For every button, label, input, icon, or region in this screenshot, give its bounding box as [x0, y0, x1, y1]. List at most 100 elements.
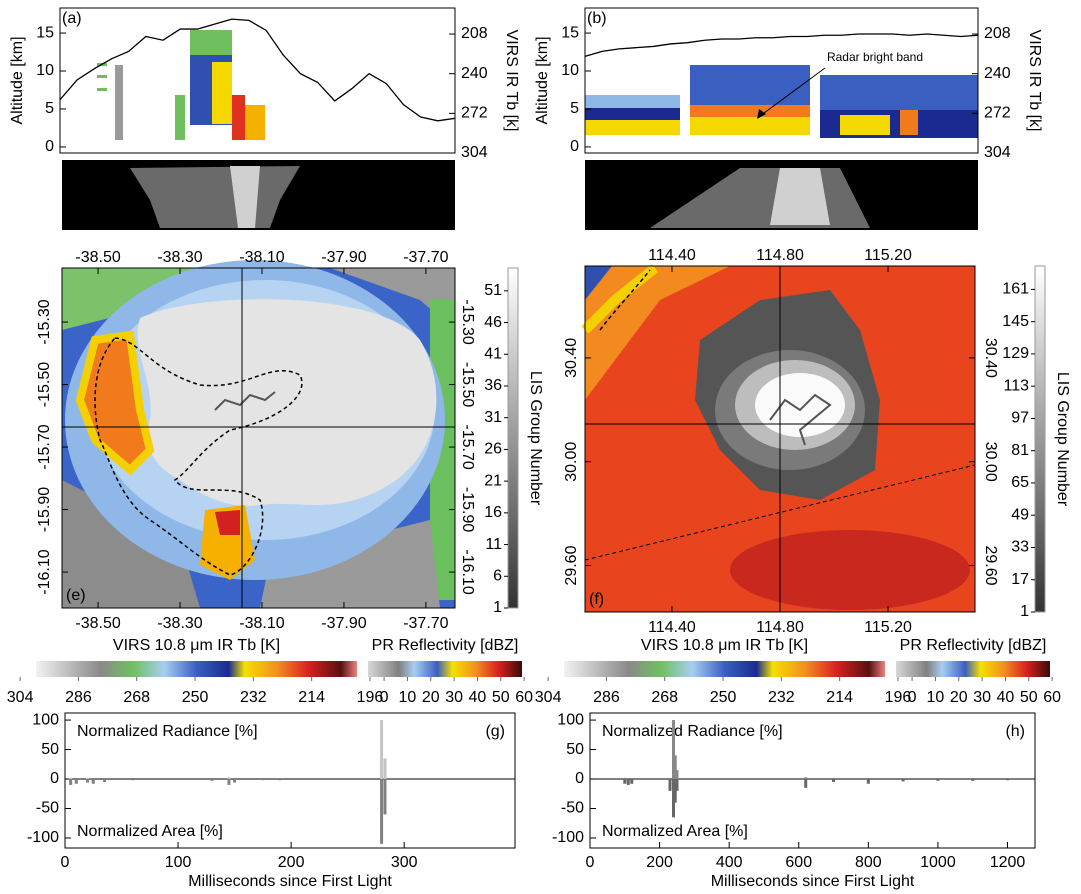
- x-tick-label: -37.70: [403, 615, 448, 632]
- radar-cell: [900, 110, 918, 135]
- x-tick-label: 10: [399, 689, 417, 706]
- radar-cell: [97, 88, 107, 91]
- panel-label: (e): [66, 587, 86, 604]
- bar: [131, 779, 135, 781]
- panel-label: (f): [589, 591, 604, 608]
- bar: [227, 779, 231, 785]
- z-axis-label: LIS Group Number: [1054, 372, 1071, 507]
- x-tick-label: -38.50: [75, 249, 120, 266]
- map-region: [215, 510, 240, 535]
- strip-signal: [770, 168, 830, 225]
- y2-tick-label: 304: [984, 144, 1011, 161]
- y-tick-label: -15.50: [459, 362, 476, 407]
- x-tick-label: 286: [65, 689, 92, 706]
- radar-cell: [232, 95, 245, 140]
- x-tick-label: 0: [908, 689, 917, 706]
- radar-cell: [690, 65, 810, 105]
- colorbar-title: VIRS 10.8 μm IR Tb [K]: [113, 637, 280, 654]
- y-tick-label: 30.40: [563, 338, 580, 378]
- strip-signal: [230, 166, 260, 228]
- bar: [69, 779, 73, 785]
- z-tick-label: 51: [484, 282, 502, 299]
- bar: [91, 779, 95, 784]
- y2-tick-label: 272: [461, 105, 488, 122]
- contour: [584, 464, 976, 561]
- x-tick-label: 114.40: [648, 247, 696, 264]
- x-tick-label: 268: [123, 689, 150, 706]
- radar-cell: [190, 30, 232, 58]
- y-tick-label: 30.40: [982, 338, 999, 378]
- y-tick-label: -15.90: [36, 487, 53, 532]
- z-tick-label: 21: [484, 472, 502, 489]
- map-region: [730, 530, 970, 610]
- y-tick-label: -15.70: [36, 424, 53, 469]
- y-tick-label: 0: [575, 770, 584, 787]
- x-tick-label: 232: [240, 689, 267, 706]
- colorbar: [564, 661, 885, 677]
- bar: [623, 777, 627, 780]
- x-tick-label: 0: [586, 854, 595, 871]
- bar: [86, 779, 90, 783]
- x-tick-label: 114.80: [756, 619, 804, 636]
- x-tick-label: -38.50: [75, 615, 120, 632]
- radar-cell: [212, 62, 232, 124]
- contour: [94, 337, 303, 576]
- y2-tick-label: 272: [984, 105, 1011, 122]
- y-tick-label: 30.00: [982, 442, 999, 482]
- bar: [971, 779, 975, 781]
- bar: [672, 720, 676, 780]
- z-axis-label: LIS Group Number: [527, 371, 544, 506]
- radar-cell: [245, 105, 265, 140]
- bar: [630, 779, 634, 784]
- y-tick-label: -16.10: [459, 549, 476, 594]
- map-region: [62, 480, 200, 608]
- x-tick-label: 100: [165, 854, 192, 871]
- bar: [383, 779, 387, 815]
- x-tick-label: 214: [298, 689, 325, 706]
- x-tick-label: 60: [515, 689, 533, 706]
- x-tick-label: -37.70: [403, 249, 448, 266]
- map-region: [581, 264, 659, 334]
- x-tick-label: 196: [357, 689, 384, 706]
- bar: [210, 779, 214, 781]
- arrow-head: [757, 109, 766, 119]
- y2-tick-label: 240: [461, 65, 488, 82]
- x-tick-label: 60: [1043, 689, 1061, 706]
- x-axis-label: Milliseconds since First Light: [188, 873, 392, 890]
- panel-label: (a): [62, 10, 82, 27]
- x-tick-label: 1200: [990, 854, 1026, 871]
- z-tick-label: 97: [1011, 410, 1029, 427]
- x-tick-label: 50: [492, 689, 510, 706]
- z-tick-label: 46: [484, 314, 502, 331]
- vis-strip-c: [62, 160, 455, 230]
- series-name: Normalized Radiance [%]: [77, 723, 258, 740]
- bar: [380, 779, 384, 844]
- annotation-arrow: [759, 67, 826, 117]
- z-tick-label: 161: [1002, 281, 1029, 298]
- z-tick-label: 65: [1011, 474, 1029, 491]
- y-tick-label: 5: [570, 100, 579, 117]
- bar: [832, 779, 836, 782]
- flash-track: [214, 391, 276, 411]
- x-tick-label: 0: [380, 689, 389, 706]
- tb-line: [59, 18, 456, 122]
- map-region: [585, 266, 612, 300]
- bar: [626, 779, 630, 785]
- x-tick-label: 1000: [920, 854, 956, 871]
- colorbar: [1034, 265, 1046, 613]
- z-tick-label: 26: [484, 441, 502, 458]
- x-tick-label: 0: [61, 854, 70, 871]
- bar: [278, 779, 282, 781]
- y-tick-label: -50: [36, 800, 59, 817]
- z-tick-label: 6: [493, 568, 502, 585]
- y-tick-label: -16.10: [36, 549, 53, 594]
- bar: [86, 777, 90, 780]
- z-tick-label: 113: [1003, 377, 1029, 394]
- y-tick-label: 50: [566, 741, 584, 758]
- map-region: [330, 268, 455, 330]
- map-region: [755, 373, 845, 437]
- y-tick-label: 100: [32, 711, 59, 728]
- colorbar-title: PR Reflectivity [dBZ]: [900, 637, 1047, 654]
- y-tick-label: 50: [41, 741, 59, 758]
- bar: [901, 779, 905, 782]
